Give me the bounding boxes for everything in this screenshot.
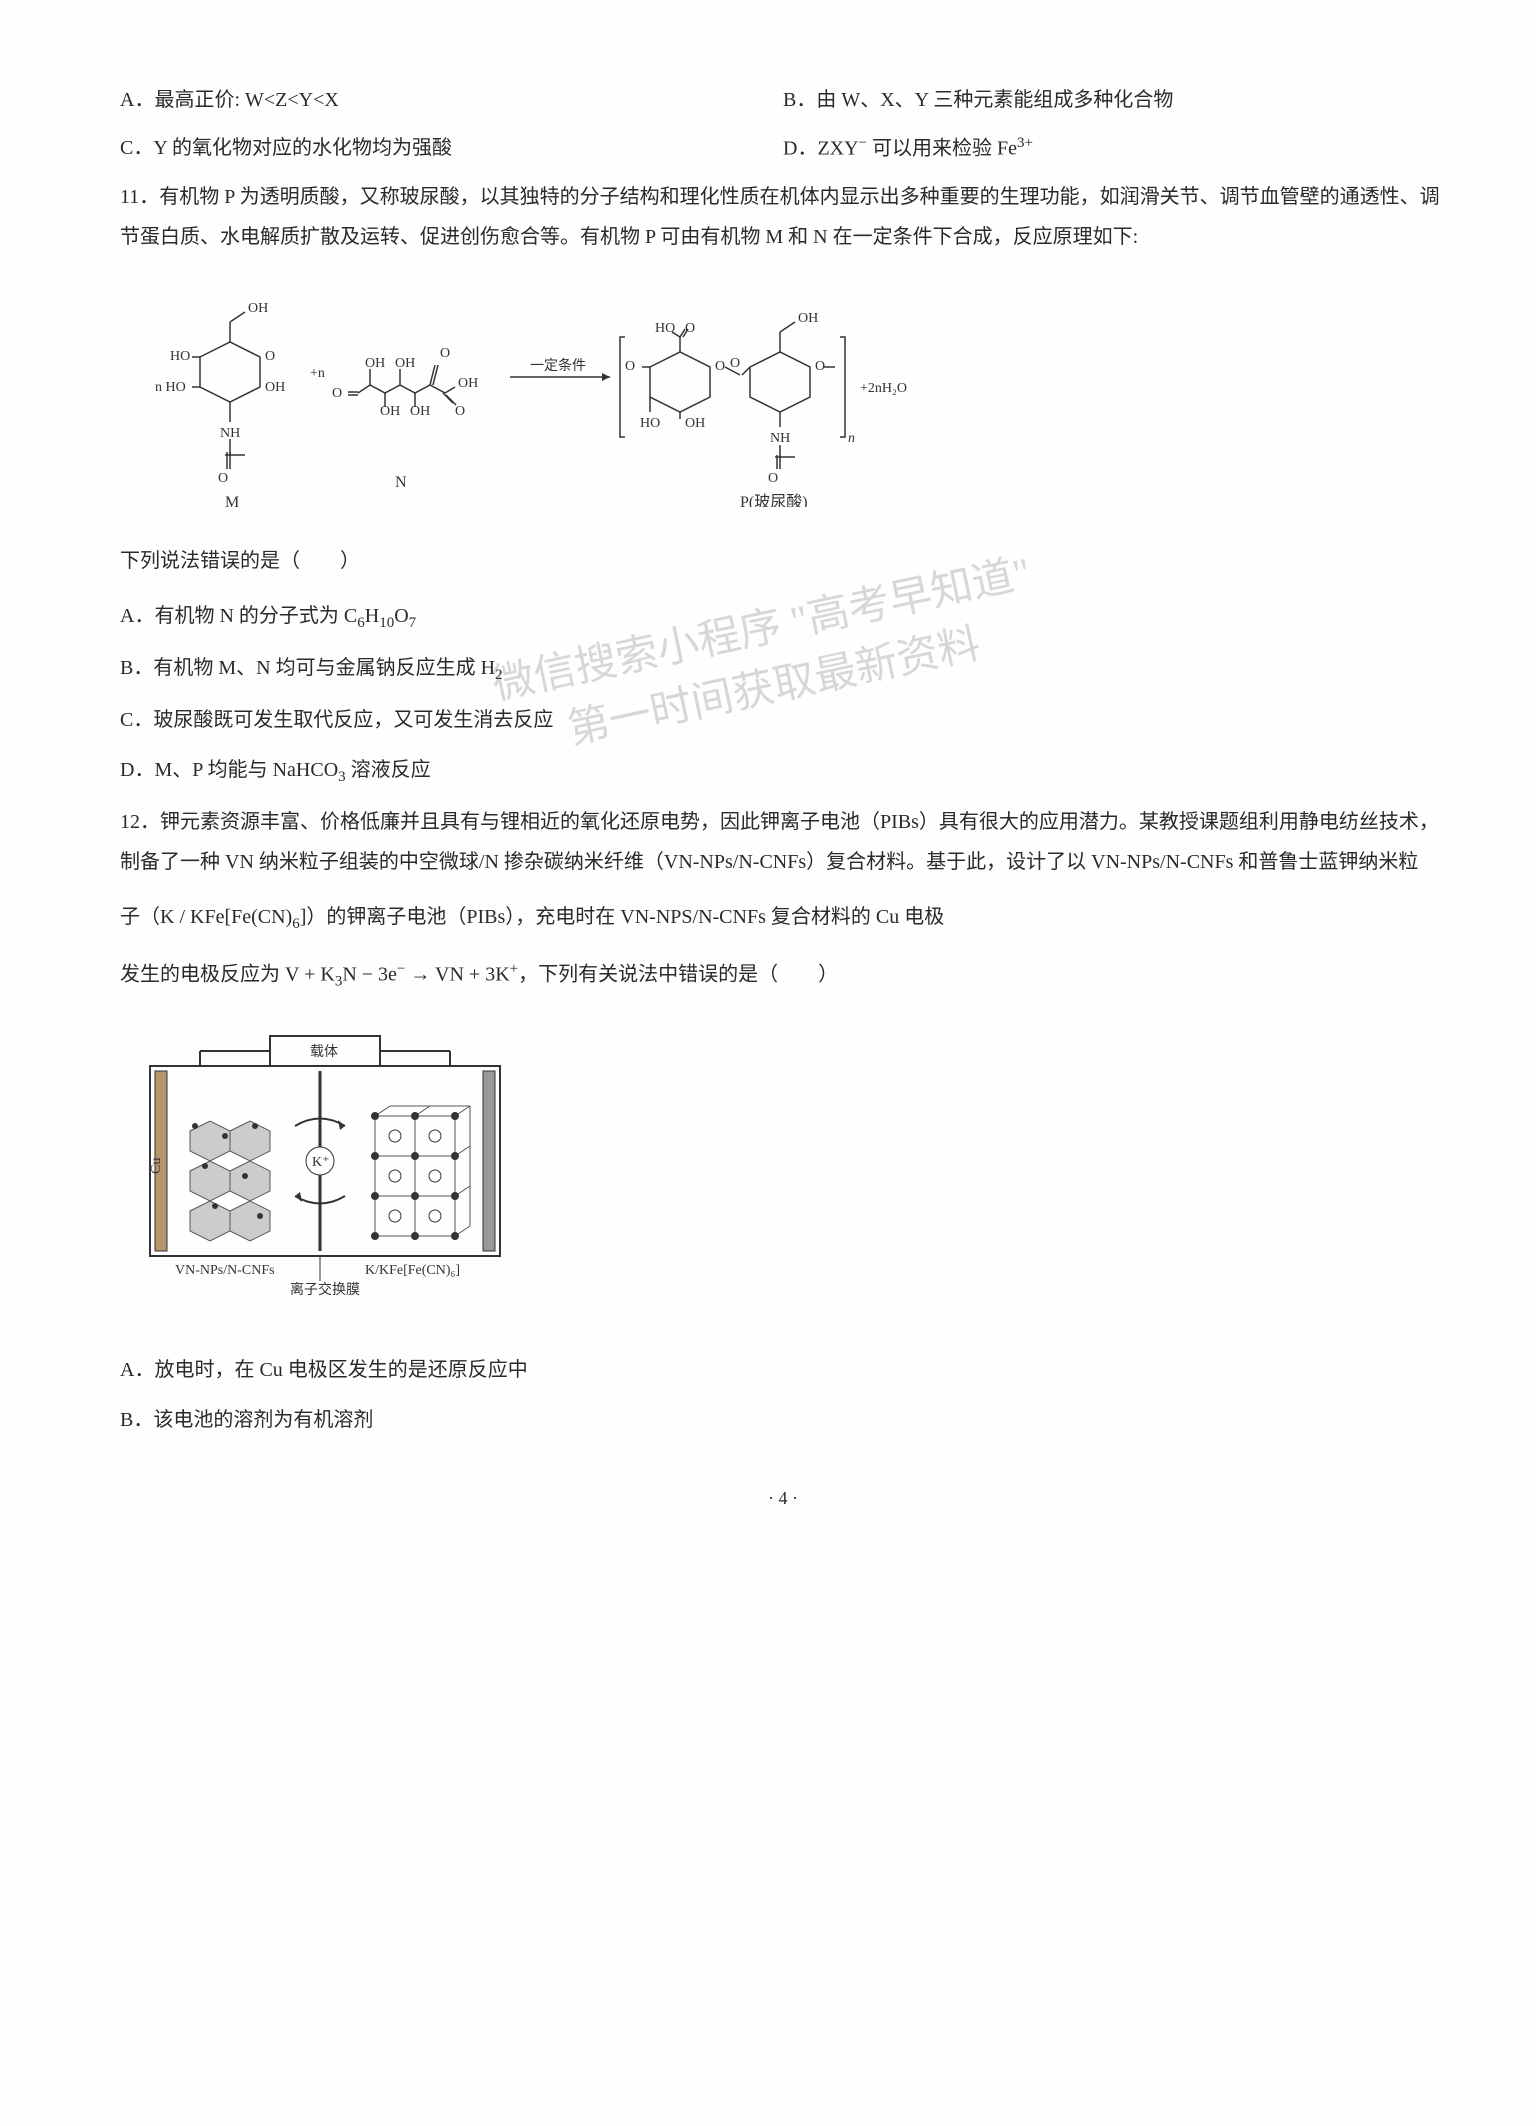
svg-text:+2nH₂O: +2nH₂O (860, 381, 907, 396)
q12-stem-part2: 子（K / KFe[Fe(CN)6]）的钾离子电池（PIBs），充电时在 VN-… (120, 897, 1446, 939)
svg-text:O: O (768, 471, 778, 486)
svg-text:载体: 载体 (310, 1044, 338, 1060)
svg-text:OH: OH (410, 404, 430, 419)
q12-s3-mid: N − 3e (342, 963, 397, 985)
svg-text:n: n (848, 431, 855, 446)
q10-option-d: D．ZXY− 可以用来检验 Fe3+ (783, 128, 1446, 169)
svg-text:O: O (332, 386, 342, 401)
svg-text:O: O (440, 346, 450, 361)
q12-s2-post: ]）的钾离子电池（PIBs），充电时在 VN-NPS/N-CNFs 复合材料的 … (300, 906, 945, 928)
q12-stem-part1: 12．钾元素资源丰富、价格低廉并且具有与锂相近的氧化还原电势，因此钾离子电池（P… (120, 802, 1446, 882)
q11-b-pre: B．有机物 M、N 均可与金属钠反应生成 H (120, 657, 495, 679)
q12-s2-pre: 子（K / KFe[Fe(CN) (120, 906, 292, 928)
q11-d-post: 溶液反应 (346, 759, 431, 781)
q10-d-post: 可以用来检验 Fe (867, 138, 1017, 160)
q12-option-a: A．放电时，在 Cu 电极区发生的是还原反应中 (120, 1350, 1446, 1390)
svg-text:OH: OH (365, 356, 385, 371)
q12-s2-sub: 6 (292, 916, 300, 932)
q10-d-sup2: 3+ (1017, 135, 1033, 151)
svg-text:OH: OH (685, 416, 705, 431)
svg-text:+n: +n (310, 366, 325, 381)
svg-text:O: O (815, 359, 825, 374)
q11-d-sub: 3 (338, 769, 346, 785)
svg-text:OH: OH (395, 356, 415, 371)
q11-a-formula: 6H10O7 (357, 605, 416, 627)
q11-option-d: D．M、P 均能与 NaHCO3 溶液反应 (120, 750, 1446, 792)
q11-option-b: B．有机物 M、N 均可与金属钠反应生成 H2 (120, 648, 1446, 690)
q10-options-row1: A．最高正价: W<Z<Y<X B．由 W、X、Y 三种元素能组成多种化合物 (120, 80, 1446, 120)
q11-reaction-diagram: .mol-line { stroke: #333; stroke-width: … (120, 277, 1446, 521)
svg-text:离子交换膜: 离子交换膜 (290, 1281, 360, 1298)
svg-text:K/KFe[Fe(CN)₆]: K/KFe[Fe(CN)₆] (365, 1263, 460, 1278)
svg-text:N: N (395, 474, 407, 491)
q12-s3-sup2: + (510, 961, 518, 977)
svg-text:Cu: Cu (149, 1158, 164, 1174)
q10-d-sup1: − (859, 135, 867, 151)
q11-question: 下列说法错误的是（ ） (120, 541, 1446, 581)
svg-text:OH: OH (248, 301, 268, 316)
svg-text:OH: OH (798, 311, 818, 326)
q12-s3-arr: → VN + 3K (405, 963, 509, 985)
svg-text:P(玻尿酸): P(玻尿酸) (740, 493, 808, 507)
svg-text:HO: HO (170, 349, 190, 364)
reaction-svg: .mol-line { stroke: #333; stroke-width: … (120, 277, 1020, 507)
svg-text:O: O (265, 349, 275, 364)
svg-text:OH: OH (458, 376, 478, 391)
q11-stem: 11．有机物 P 为透明质酸，又称玻尿酸，以其独特的分子结构和理化性质在机体内显… (120, 177, 1446, 257)
svg-text:O: O (685, 321, 695, 336)
svg-text:OH: OH (380, 404, 400, 419)
q10-option-c: C．Y 的氧化物对应的水化物均为强酸 (120, 128, 783, 169)
q12-battery-diagram: .cell-line { stroke: #333; stroke-width:… (120, 1016, 1446, 1330)
svg-text:VN-NPs/N-CNFs: VN-NPs/N-CNFs (175, 1263, 275, 1278)
page-number: · 4 · (120, 1480, 1446, 1516)
svg-text:NH: NH (770, 431, 790, 446)
q12-stem-part3: 发生的电极反应为 V + K3N − 3e− → VN + 3K+，下列有关说法… (120, 954, 1446, 997)
q12-s3-pre: 发生的电极反应为 V + K (120, 963, 335, 985)
q11-b-sub: 2 (495, 667, 503, 683)
q10-option-a: A．最高正价: W<Z<Y<X (120, 80, 783, 120)
q10-option-b: B．由 W、X、Y 三种元素能组成多种化合物 (783, 80, 1446, 120)
svg-text:一定条件: 一定条件 (530, 357, 586, 374)
svg-text:HO: HO (640, 416, 660, 431)
svg-text:O: O (625, 359, 635, 374)
q11-a-pre: A．有机物 N 的分子式为 C (120, 605, 357, 627)
q12-option-b: B．该电池的溶剂为有机溶剂 (120, 1400, 1446, 1440)
q10-options-row2: C．Y 的氧化物对应的水化物均为强酸 D．ZXY− 可以用来检验 Fe3+ (120, 128, 1446, 169)
q11-option-a: A．有机物 N 的分子式为 C6H10O7 (120, 596, 1446, 638)
svg-text:O: O (730, 356, 740, 371)
svg-text:O: O (218, 471, 228, 486)
svg-text:K⁺: K⁺ (312, 1155, 330, 1170)
battery-svg: .cell-line { stroke: #333; stroke-width:… (120, 1016, 550, 1316)
q12-s3-post: ，下列有关说法中错误的是（ ） (518, 963, 838, 985)
q11-d-pre: D．M、P 均能与 NaHCO (120, 759, 338, 781)
svg-text:M: M (225, 494, 239, 507)
q10-d-pre: D．ZXY (783, 138, 859, 160)
svg-text:NH: NH (220, 426, 240, 441)
q11-option-c: C．玻尿酸既可发生取代反应，又可发生消去反应 (120, 700, 1446, 740)
svg-text:n HO: n HO (155, 380, 186, 395)
svg-text:O: O (715, 359, 725, 374)
svg-text:HO: HO (655, 321, 675, 336)
svg-text:O: O (455, 404, 465, 419)
svg-text:OH: OH (265, 380, 285, 395)
